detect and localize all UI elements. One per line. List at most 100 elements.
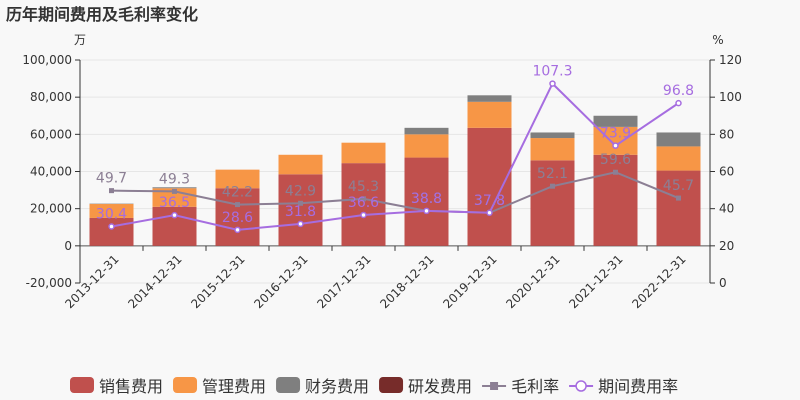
point-expense-ratio xyxy=(486,209,493,217)
chart-title: 历年期间费用及毛利率变化 xyxy=(6,5,198,24)
point-gross-margin xyxy=(550,183,555,189)
x-tick-label: 2018-12-31 xyxy=(377,252,436,311)
lines xyxy=(108,80,682,234)
point-expense-ratio xyxy=(423,207,430,215)
data-label: 49.7 xyxy=(96,171,127,187)
right-tick-label: 40 xyxy=(719,202,734,216)
point-gross-margin xyxy=(676,195,681,201)
legend-label: 期间费用率 xyxy=(598,377,678,396)
bar-1 xyxy=(215,188,260,246)
left-tick-label: 80,000 xyxy=(30,90,72,104)
point-expense-ratio xyxy=(360,211,367,219)
data-label: 37.8 xyxy=(474,193,505,209)
legend-item[interactable]: 研发费用 xyxy=(379,377,472,396)
data-label: 52.1 xyxy=(537,166,568,182)
legend-swatch xyxy=(70,377,94,393)
right-tick-label: 80 xyxy=(719,127,734,141)
line-expense-ratio xyxy=(111,81,680,231)
point-expense-ratio xyxy=(234,226,241,234)
legend-swatch xyxy=(276,377,301,393)
bar-1 xyxy=(593,154,638,246)
bar-3 xyxy=(467,95,512,102)
left-tick-label: 20,000 xyxy=(30,202,72,216)
legend-label: 研发费用 xyxy=(408,377,472,396)
left-tick-label: 100,000 xyxy=(22,53,72,67)
data-label: 42.2 xyxy=(222,185,253,201)
bar-2 xyxy=(530,138,575,161)
data-label: 36.5 xyxy=(159,195,190,211)
bar-3 xyxy=(593,115,638,127)
x-tick-label: 2017-12-31 xyxy=(314,252,373,311)
right-tick-label: 60 xyxy=(719,165,734,179)
data-label: 96.8 xyxy=(663,83,694,99)
point-expense-ratio xyxy=(612,142,619,149)
data-label: 45.3 xyxy=(348,179,379,195)
point-expense-ratio xyxy=(171,211,178,219)
bar-2 xyxy=(404,134,449,158)
data-label: 45.7 xyxy=(663,178,694,194)
legend-label: 管理费用 xyxy=(202,377,266,396)
legend-item[interactable]: 期间费用率 xyxy=(569,377,678,396)
data-label: 38.8 xyxy=(411,191,442,207)
data-label: 36.6 xyxy=(348,195,379,211)
x-tick-label: 2020-12-31 xyxy=(503,252,562,311)
bar-2 xyxy=(656,146,701,171)
left-axis-unit: 万 xyxy=(74,33,86,47)
legend-label: 销售费用 xyxy=(99,377,163,396)
legend-label: 毛利率 xyxy=(511,377,559,396)
bar-2 xyxy=(89,204,134,218)
bar-1 xyxy=(89,217,134,246)
point-expense-ratio xyxy=(675,99,682,107)
legend-item[interactable]: 毛利率 xyxy=(482,377,559,396)
legend[interactable]: 销售费用 管理费用 财务费用 研发费用 毛利率 期间费用率 xyxy=(70,377,678,396)
bar-1 xyxy=(278,174,323,246)
legend-label: 财务费用 xyxy=(305,377,369,396)
point-gross-margin xyxy=(235,202,240,208)
right-tick-label: 100 xyxy=(719,90,742,104)
legend-item[interactable]: 财务费用 xyxy=(276,377,369,396)
left-tick-label: 0 xyxy=(64,239,72,253)
point-gross-margin xyxy=(613,169,618,175)
data-label: 28.6 xyxy=(222,210,253,226)
point-expense-ratio xyxy=(297,220,304,228)
right-tick-label: 0 xyxy=(719,276,727,290)
legend-marker xyxy=(575,380,587,392)
left-tick-label: -20,000 xyxy=(26,276,72,290)
legend-item[interactable]: 管理费用 xyxy=(173,377,266,396)
bar-1 xyxy=(530,160,575,246)
line-gross-margin xyxy=(111,171,679,214)
right-tick-label: 120 xyxy=(719,53,742,67)
x-tick-label: 2022-12-31 xyxy=(629,252,688,311)
point-gross-margin xyxy=(172,188,177,194)
x-tick-label: 2021-12-31 xyxy=(566,252,625,311)
right-tick-label: 20 xyxy=(719,239,734,253)
point-expense-ratio xyxy=(549,80,556,87)
bar-2 xyxy=(215,169,260,189)
point-gross-margin xyxy=(361,196,366,202)
data-label: 49.3 xyxy=(159,171,190,187)
x-tick-label: 2015-12-31 xyxy=(188,252,247,311)
bar-3 xyxy=(656,132,701,147)
legend-marker xyxy=(490,382,499,390)
bar-2 xyxy=(278,154,323,175)
x-tick-label: 2019-12-31 xyxy=(440,252,499,311)
bar-1 xyxy=(404,157,449,246)
data-label: 59.6 xyxy=(600,152,631,168)
legend-item[interactable]: 销售费用 xyxy=(70,377,163,396)
x-tick-label: 2016-12-31 xyxy=(251,252,310,311)
data-label: 107.3 xyxy=(532,64,572,80)
bar-1 xyxy=(656,170,701,246)
bar-1 xyxy=(467,127,512,246)
data-labels: 49.7 49.3 42.2 42.9 45.3 38.8 37.8 52.1 59.6 45.7… xyxy=(96,64,694,226)
bar-2 xyxy=(467,101,512,128)
bar-2 xyxy=(341,142,386,164)
right-axis-unit: % xyxy=(712,33,723,47)
data-label: 42.9 xyxy=(285,183,316,199)
data-label: 38.8 xyxy=(411,191,442,207)
bar-3 xyxy=(404,127,449,135)
bar-3 xyxy=(530,132,575,139)
x-tick-label: 2014-12-31 xyxy=(125,252,184,311)
legend-swatch xyxy=(379,377,404,393)
bar-1 xyxy=(341,163,386,246)
